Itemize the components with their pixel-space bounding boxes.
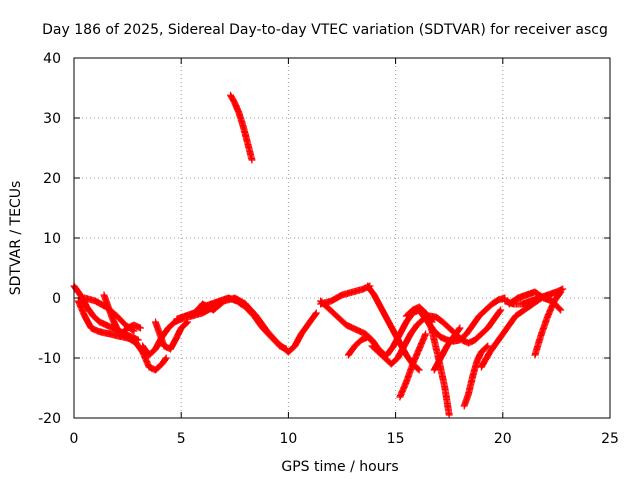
series-arc-24 bbox=[531, 288, 565, 359]
y-axis-title: SDTVAR / TECUs bbox=[8, 181, 24, 296]
x-tick-label: 25 bbox=[601, 431, 619, 447]
marker-layer bbox=[70, 91, 567, 419]
y-tick-label: -20 bbox=[38, 411, 61, 427]
series-arc-2 bbox=[74, 297, 170, 374]
x-tick-label: 15 bbox=[387, 431, 405, 447]
series-markers bbox=[477, 294, 545, 371]
series-markers bbox=[460, 342, 492, 410]
series-markers bbox=[531, 288, 565, 359]
series-arc-16 bbox=[396, 330, 430, 401]
series-arc-18 bbox=[417, 294, 509, 345]
series-markers bbox=[396, 330, 430, 401]
series-markers bbox=[152, 318, 192, 353]
series-arc-11 bbox=[317, 282, 374, 308]
series-arc-4 bbox=[81, 294, 138, 335]
series-markers bbox=[188, 297, 228, 320]
x-tick-label: 10 bbox=[279, 431, 297, 447]
series-arc-8 bbox=[188, 297, 228, 320]
series-markers bbox=[74, 297, 170, 374]
series-markers bbox=[227, 91, 256, 164]
series-markers bbox=[417, 294, 509, 345]
series-markers bbox=[81, 294, 138, 335]
tick-layer: 0 5 10 15 20 25 -20 -10 0 10 20 30 40 bbox=[38, 51, 619, 447]
series-markers bbox=[317, 282, 374, 308]
x-tick-label: 0 bbox=[70, 431, 79, 447]
series-markers bbox=[173, 294, 290, 353]
series-markers bbox=[430, 324, 464, 374]
series-arc-20 bbox=[460, 342, 492, 410]
series-arc-19 bbox=[430, 324, 464, 374]
x-axis-title: GPS time / hours bbox=[281, 459, 398, 475]
y-tick-label: 30 bbox=[43, 111, 61, 127]
series-arc-9 bbox=[227, 91, 256, 164]
chart-title: Day 186 of 2025, Sidereal Day-to-day VTE… bbox=[42, 22, 608, 38]
y-tick-label: -10 bbox=[38, 351, 61, 367]
grid-layer bbox=[74, 58, 610, 418]
series-arc-21 bbox=[477, 294, 545, 371]
y-tick-label: 10 bbox=[43, 231, 61, 247]
series-arc-12 bbox=[344, 333, 378, 359]
series-arc-6 bbox=[152, 318, 192, 353]
plot-frame bbox=[73, 57, 611, 419]
series-arc-7 bbox=[173, 294, 290, 353]
series-markers bbox=[344, 333, 378, 359]
x-tick-label: 5 bbox=[177, 431, 186, 447]
y-tick-label: 40 bbox=[43, 51, 61, 67]
y-tick-label: 0 bbox=[52, 291, 61, 307]
x-tick-label: 20 bbox=[494, 431, 512, 447]
y-tick-label: 20 bbox=[43, 171, 61, 187]
